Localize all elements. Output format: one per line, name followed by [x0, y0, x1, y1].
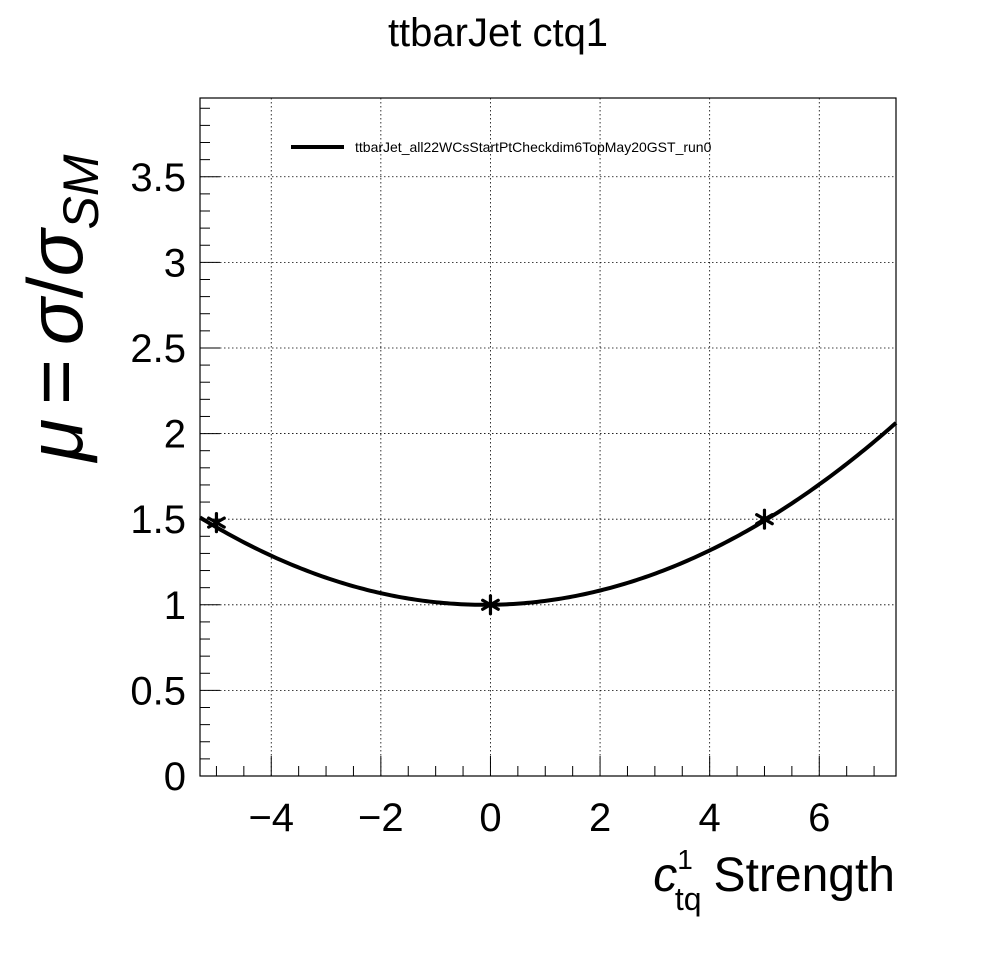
series-layer [198, 421, 898, 616]
y-tick-label: 0.5 [130, 669, 186, 713]
y-axis-label-mu: μ [11, 419, 99, 464]
y-axis-label-slash: / [11, 276, 99, 298]
x-tick-label: 6 [808, 796, 830, 840]
y-tick-label: 2 [164, 413, 186, 457]
x-tick-labels: −4 −2 0 2 4 6 [248, 796, 830, 840]
x-tick-label: −4 [248, 796, 294, 840]
x-axis-label-text: Strength [714, 849, 895, 902]
y-tick-label: 0 [164, 755, 186, 799]
y-tick-label: 3 [164, 241, 186, 285]
y-axis-label-sigma: σ [11, 295, 99, 345]
x-tick-label: 2 [589, 796, 611, 840]
y-tick-label: 1.5 [130, 498, 186, 542]
y-axis-label-sigma-sm: σ [11, 227, 99, 277]
axis-ticks [200, 107, 875, 777]
grid [200, 98, 896, 777]
fit-curve [198, 421, 898, 607]
plot-frame [199, 97, 897, 777]
y-tick-label: 1 [164, 584, 186, 628]
star-marker-stroke [481, 598, 500, 611]
y-axis-label-equals: = [11, 359, 99, 405]
chart-title: ttbarJet ctq1 [388, 11, 608, 55]
data-point-marker [755, 508, 774, 530]
star-marker-stroke [207, 516, 226, 529]
x-axis-label-superscript: 1 [677, 844, 693, 875]
star-marker-stroke [755, 513, 774, 526]
x-tick-label: 4 [699, 796, 721, 840]
y-tick-labels: 0 0.5 1 1.5 2 2.5 3 3.5 [130, 156, 186, 799]
legend-label: ttbarJet_all22WCsStartPtCheckdim6TopMay2… [355, 139, 712, 155]
x-axis-label-subscript: tq [675, 881, 702, 917]
legend: ttbarJet_all22WCsStartPtCheckdim6TopMay2… [291, 139, 712, 155]
x-tick-label: −2 [358, 796, 404, 840]
x-tick-label: 0 [479, 796, 501, 840]
x-axis-label-symbol: c [653, 849, 677, 902]
y-axis-label-sm: SM [53, 154, 109, 229]
y-axis-label: μ=σ/σSM [11, 154, 109, 463]
data-point-marker [207, 512, 226, 534]
y-tick-label: 2.5 [130, 327, 186, 371]
y-tick-label: 3.5 [130, 156, 186, 200]
data-point-marker [481, 594, 500, 616]
x-axis-label: c1 tq Strength [653, 844, 895, 917]
